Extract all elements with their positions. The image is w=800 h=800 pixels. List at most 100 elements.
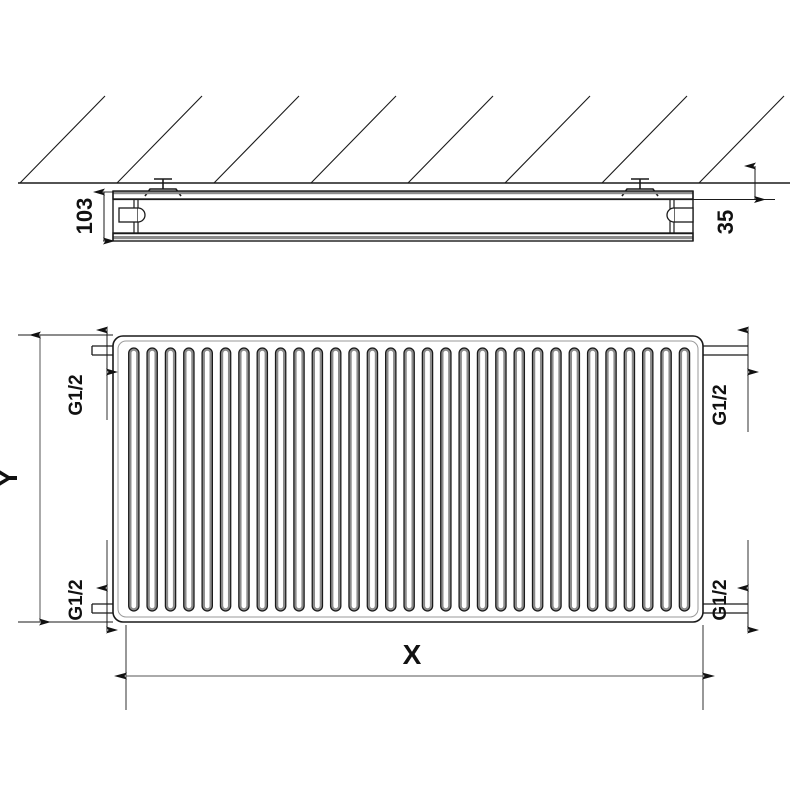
fin-outline xyxy=(440,347,452,612)
radiator-fin xyxy=(440,347,452,612)
panel-shade xyxy=(113,191,693,195)
fin-outline xyxy=(495,347,507,612)
radiator-fin xyxy=(678,347,691,612)
fin-outline xyxy=(219,347,232,612)
radiator-fin xyxy=(586,347,599,612)
dimension-label-g12: G1/2 xyxy=(66,374,87,415)
radiator-fin xyxy=(183,347,195,612)
radiator-fin xyxy=(238,347,250,612)
radiator-fin xyxy=(421,347,434,612)
fin-outline xyxy=(421,347,434,612)
fin-outline xyxy=(164,347,177,612)
fin-highlight xyxy=(388,350,394,609)
fin-highlight xyxy=(333,350,339,609)
dimension-label-x: X xyxy=(403,639,422,670)
fin-shade xyxy=(202,348,213,611)
radiator-panel-inner-outline xyxy=(117,340,699,618)
radiator-fin xyxy=(476,347,489,612)
fin-shade xyxy=(404,348,414,611)
fin-highlight xyxy=(241,350,247,609)
radiator-fin xyxy=(164,347,177,612)
fin-highlight xyxy=(480,350,485,609)
fin-shade xyxy=(147,348,158,611)
fin-highlight xyxy=(278,350,283,609)
fin-outline xyxy=(366,347,379,612)
dimension-label-35: 35 xyxy=(713,210,738,234)
fin-highlight xyxy=(315,350,320,609)
dimension-label-103: 103 xyxy=(72,198,97,235)
hatch-line xyxy=(601,95,688,184)
fin-highlight xyxy=(553,350,559,609)
fin-highlight xyxy=(627,350,632,609)
fin-outline xyxy=(293,347,305,612)
radiator-fin xyxy=(348,347,360,612)
fin-shade xyxy=(679,348,690,611)
fin-shade xyxy=(312,348,323,611)
hatch-line xyxy=(698,95,785,184)
radiator-fin xyxy=(293,347,305,612)
fin-outline xyxy=(201,347,213,612)
fin-outline xyxy=(605,347,617,612)
fin-highlight xyxy=(572,350,577,609)
fin-outline xyxy=(274,347,287,612)
fin-highlight xyxy=(131,350,137,609)
fin-shade xyxy=(239,348,249,611)
fin-outline xyxy=(348,347,360,612)
fin-highlight xyxy=(682,350,687,609)
fin-highlight xyxy=(516,350,522,609)
hatch-line xyxy=(504,95,591,184)
radiator-fin xyxy=(256,347,269,612)
fin-highlight xyxy=(498,350,504,609)
hatch-line xyxy=(310,95,397,184)
fin-shade xyxy=(367,348,378,611)
fin-shade xyxy=(587,348,598,611)
dimension-label-g12: G1/2 xyxy=(66,579,87,620)
radiator-fin xyxy=(513,347,526,612)
hatch-line xyxy=(19,95,106,184)
radiator-fin xyxy=(146,347,158,612)
fin-highlight xyxy=(351,350,357,609)
fin-shade xyxy=(642,348,653,611)
fin-highlight xyxy=(406,350,412,609)
dimension-label-g12: G1/2 xyxy=(710,579,731,620)
radiator-fin xyxy=(531,347,544,612)
fin-outline xyxy=(238,347,250,612)
dimension-label-y: Y xyxy=(0,468,23,487)
fin-highlight xyxy=(535,350,540,609)
fin-shade xyxy=(330,348,341,611)
radiator-fin xyxy=(458,347,470,612)
panel-shade xyxy=(113,236,693,240)
radiator-fin xyxy=(311,347,324,612)
fin-shade xyxy=(385,348,396,611)
radiator-fin xyxy=(219,347,232,612)
dimension-label-g12: G1/2 xyxy=(710,384,731,425)
fin-shade xyxy=(624,348,635,611)
connection-port-side-left xyxy=(118,199,146,233)
fin-highlight xyxy=(296,350,302,609)
dimension-wallgap-35: 35 xyxy=(693,162,775,234)
fin-shade xyxy=(661,348,671,611)
hatch-line xyxy=(407,95,494,184)
fin-shade xyxy=(275,348,286,611)
fin-highlight xyxy=(443,350,449,609)
dimension-g12-bottom-right: G1/2 xyxy=(710,540,759,634)
fin-outline xyxy=(128,347,140,612)
fin-highlight xyxy=(204,350,210,609)
fin-highlight xyxy=(223,350,228,609)
fin-outline xyxy=(403,347,415,612)
dimension-depth-103: 103 xyxy=(72,188,115,245)
fin-outline xyxy=(311,347,324,612)
fin-outline xyxy=(586,347,599,612)
fin-outline xyxy=(660,347,672,612)
fin-shade xyxy=(165,348,176,611)
fin-highlight xyxy=(168,350,173,609)
fin-outline xyxy=(329,347,342,612)
fin-outline xyxy=(476,347,489,612)
connection-port-side-right xyxy=(666,199,694,233)
fin-outline xyxy=(678,347,691,612)
fin-highlight xyxy=(608,350,614,609)
hatch-line xyxy=(213,95,300,184)
radiator-fin xyxy=(403,347,415,612)
fin-highlight xyxy=(260,350,265,609)
